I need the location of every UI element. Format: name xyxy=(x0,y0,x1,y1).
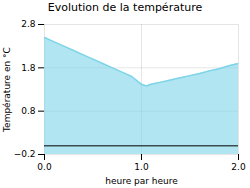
svg-text:1.8: 1.8 xyxy=(21,63,36,73)
svg-text:2.0: 2.0 xyxy=(231,162,246,172)
svg-text:heure par heure: heure par heure xyxy=(105,176,178,186)
svg-text:Température en °C: Température en °C xyxy=(2,47,12,133)
svg-text:2.8: 2.8 xyxy=(21,19,36,29)
svg-text:−0.2: −0.2 xyxy=(14,149,36,159)
svg-text:1.0: 1.0 xyxy=(134,162,149,172)
html-text:Evolution de la température: Evolution de la température xyxy=(47,1,203,14)
svg-text:0.8: 0.8 xyxy=(21,106,36,116)
svg-text:0.0: 0.0 xyxy=(37,162,52,172)
